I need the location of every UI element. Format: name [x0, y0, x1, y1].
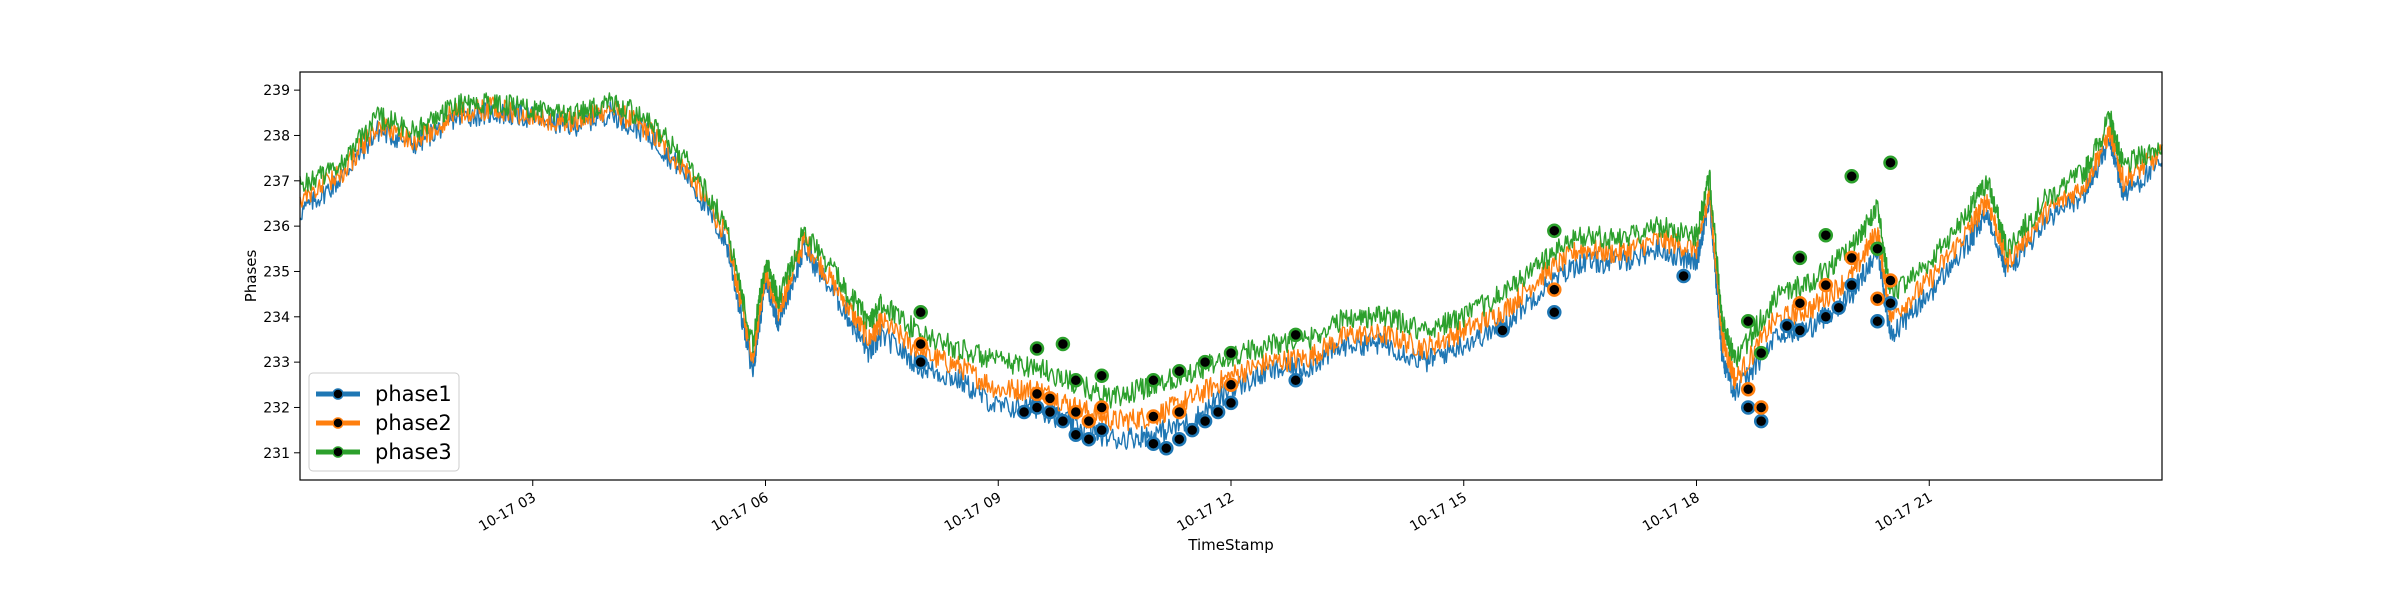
marker-phase2 [1146, 409, 1161, 424]
marker-phase3 [913, 305, 928, 320]
marker-phase2 [1792, 295, 1808, 311]
legend-marker-phase1 [332, 388, 344, 400]
marker-phase2 [1870, 291, 1885, 306]
marker-phase1 [1870, 314, 1885, 329]
marker-phase1 [1184, 422, 1200, 438]
legend-marker-phase3 [332, 446, 344, 458]
y-tick-label: 236 [263, 219, 290, 235]
legend-label-phase3: phase3 [375, 440, 452, 464]
y-axis-label: Phases [242, 250, 260, 303]
marker-phase2 [1753, 400, 1769, 415]
marker-phase2 [1068, 404, 1084, 420]
x-axis-label: TimeStamp [1187, 536, 1273, 554]
marker-phase1 [1146, 436, 1161, 451]
marker-phase2 [1844, 250, 1859, 266]
y-axis: 231 232 233 234 235 236 237 238 239 [263, 83, 300, 462]
marker-phase3 [1753, 345, 1769, 361]
marker-phase1 [1172, 431, 1187, 447]
marker-phase1 [1495, 323, 1510, 338]
marker-phase3 [1792, 250, 1808, 266]
marker-phase1 [1676, 268, 1691, 284]
y-tick-label: 234 [263, 310, 290, 326]
legend-frame [308, 372, 460, 472]
marker-phase1 [1197, 413, 1213, 429]
marker-phase1 [1068, 427, 1084, 442]
marker-phase3 [1740, 314, 1756, 329]
marker-phase3 [1818, 227, 1834, 243]
legend-marker-phase2 [332, 417, 344, 429]
marker-phase1 [1818, 309, 1834, 325]
marker-phase3 [1094, 368, 1109, 383]
marker-phase1 [1223, 395, 1239, 411]
legend: phase1 phase2 phase3 [308, 372, 460, 472]
y-tick-label: 232 [263, 400, 290, 416]
marker-layer [913, 155, 1898, 456]
marker-phase2 [1042, 391, 1058, 406]
marker-phase3 [1547, 223, 1562, 238]
y-tick-label: 239 [263, 83, 290, 99]
marker-phase1 [1159, 441, 1174, 456]
marker-phase2 [913, 336, 928, 352]
marker-phase3 [1029, 341, 1045, 356]
marker-phase3 [1883, 155, 1898, 170]
y-tick-label: 231 [263, 446, 290, 462]
marker-phase2 [1081, 413, 1097, 429]
marker-phase1 [1055, 413, 1071, 429]
y-tick-label: 238 [263, 128, 290, 144]
marker-phase2 [1223, 377, 1239, 393]
marker-phase1 [1547, 305, 1562, 320]
marker-phase2 [1547, 282, 1562, 297]
marker-phase3 [1288, 327, 1303, 343]
y-tick-label: 233 [263, 355, 290, 371]
marker-phase2 [1172, 404, 1187, 420]
marker-phase1 [1779, 318, 1795, 334]
marker-phase1 [1740, 400, 1756, 415]
marker-phase2 [1740, 382, 1756, 397]
marker-phase2 [1818, 277, 1834, 293]
marker-phase1 [1844, 277, 1859, 293]
marker-phase1 [1210, 404, 1226, 420]
marker-phase1 [1883, 295, 1898, 311]
marker-phase1 [1792, 323, 1808, 338]
marker-phase3 [1146, 373, 1161, 388]
series-line-phase3 [299, 92, 2163, 409]
y-tick-label: 235 [263, 264, 290, 280]
y-tick-label: 237 [263, 174, 290, 190]
marker-phase3 [1870, 241, 1885, 257]
marker-phase1 [1016, 404, 1032, 420]
marker-phase2 [1883, 273, 1898, 288]
marker-phase3 [1844, 169, 1859, 184]
marker-phase3 [1055, 336, 1071, 352]
marker-phase3 [1223, 345, 1239, 361]
marker-phase1 [1094, 422, 1109, 438]
legend-label-phase1: phase1 [375, 382, 452, 406]
marker-phase1 [1753, 413, 1769, 429]
legend-label-phase2: phase2 [375, 411, 452, 435]
marker-phase2 [1094, 400, 1109, 415]
marker-phase1 [1081, 431, 1097, 447]
marker-phase3 [1197, 354, 1213, 370]
marker-phase1 [1029, 400, 1045, 415]
marker-phase3 [1068, 373, 1084, 388]
marker-phase1 [1831, 300, 1846, 315]
marker-phase3 [1172, 363, 1187, 379]
marker-phase1 [1042, 404, 1058, 420]
marker-phase2 [1029, 386, 1045, 402]
marker-phase1 [1288, 373, 1303, 388]
marker-phase1 [913, 354, 928, 370]
